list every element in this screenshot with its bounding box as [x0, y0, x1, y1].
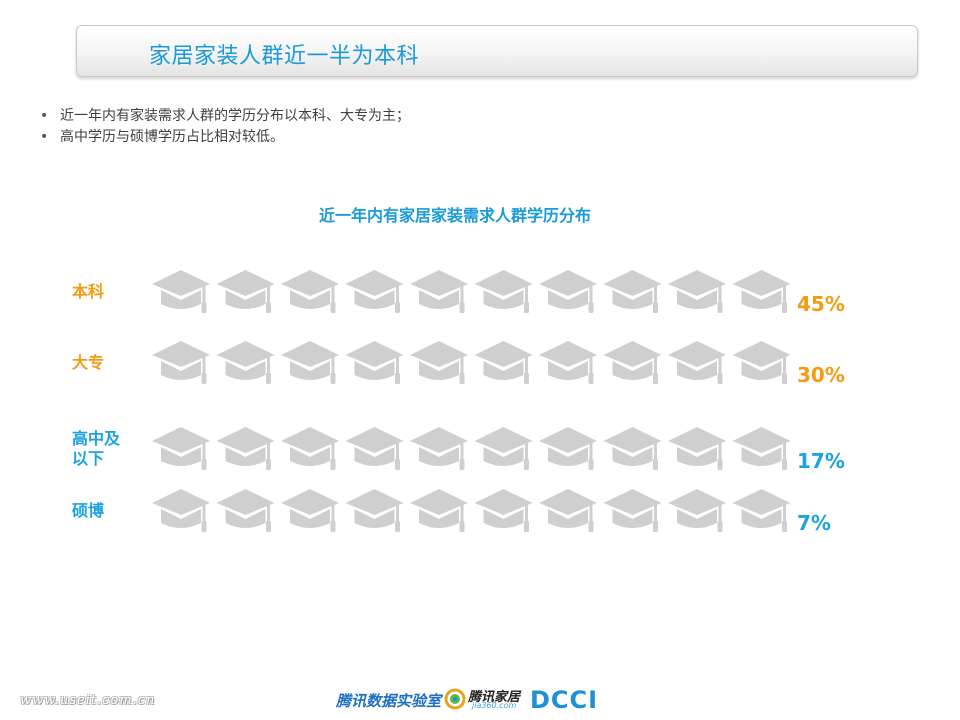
- category-label: 硕博: [72, 501, 104, 520]
- graduation-cap-icon: [539, 427, 597, 470]
- graduation-cap-icon: [216, 341, 275, 384]
- tencent-data-lab-logo: 腾讯数据实验室: [336, 692, 442, 710]
- graduation-cap-icon: [152, 341, 210, 384]
- graduation-cap-icon: [281, 341, 339, 384]
- chart-row: 高中及以下 17%: [72, 427, 845, 473]
- graduation-cap-icon: [603, 270, 662, 313]
- graduation-cap-icon: [603, 341, 662, 384]
- graduation-cap-icon: [345, 341, 404, 384]
- graduation-cap-icon: [668, 427, 726, 470]
- dcci-logo: DCCI: [530, 686, 599, 714]
- graduation-cap-icon: [668, 341, 726, 384]
- graduation-cap-icon: [603, 427, 662, 470]
- graduation-cap-icon: [281, 427, 339, 470]
- value-label: 30%: [797, 363, 845, 387]
- graduation-cap-icon: [345, 270, 404, 313]
- graduation-cap-icon: [474, 489, 533, 532]
- graduation-cap-icon: [668, 489, 726, 532]
- value-label: 17%: [797, 449, 845, 473]
- graduation-cap-icon: [539, 341, 597, 384]
- graduation-cap-icon: [668, 270, 726, 313]
- tencent-home-logo: 腾讯家居: [468, 690, 521, 705]
- graduation-cap-icon: [539, 489, 597, 532]
- graduation-cap-icon: [152, 270, 210, 313]
- tencent-home-url: jia360.com: [472, 701, 517, 710]
- category-label: 大专: [72, 353, 104, 372]
- graduation-cap-icon: [732, 270, 791, 313]
- bullet-item: 近一年内有家装需求人群的学历分布以本科、大专为主；: [40, 106, 410, 127]
- bullet-item: 高中学历与硕博学历占比相对较低。: [40, 127, 410, 148]
- graduation-cap-icon: [281, 489, 339, 532]
- graduation-cap-icon: [732, 341, 791, 384]
- chart-row: 本科 45%: [72, 270, 845, 316]
- title-bar: 家居家装人群近一半为本科: [76, 25, 918, 77]
- footer-logos: 腾讯数据实验室 腾讯家居 jia360.com DCCI: [336, 684, 636, 714]
- graduation-cap-icon: [410, 489, 468, 532]
- tencent-home-logo-icon: [444, 688, 466, 710]
- category-label: 高中及以下: [72, 429, 121, 468]
- graduation-cap-icon: [216, 270, 275, 313]
- graduation-cap-icon: [474, 270, 533, 313]
- graduation-cap-icon: [410, 341, 468, 384]
- summary-bullets: 近一年内有家装需求人群的学历分布以本科、大专为主； 高中学历与硕博学历占比相对较…: [40, 106, 410, 148]
- graduation-cap-icon: [410, 427, 468, 470]
- graduation-cap-icon: [732, 489, 791, 532]
- graduation-cap-icon: [345, 489, 404, 532]
- value-label: 7%: [797, 511, 831, 535]
- graduation-cap-icon: [603, 489, 662, 532]
- graduation-cap-icon: [345, 427, 404, 470]
- chart-row: 硕博 7%: [72, 489, 831, 535]
- value-label: 45%: [797, 292, 845, 316]
- graduation-cap-icon: [152, 489, 210, 532]
- graduation-cap-icon: [216, 489, 275, 532]
- graduation-cap-icon: [152, 427, 210, 470]
- graduation-cap-icon: [539, 270, 597, 313]
- graduation-cap-icon: [216, 427, 275, 470]
- graduation-cap-icon: [474, 341, 533, 384]
- graduation-cap-icon: [281, 270, 339, 313]
- graduation-cap-icon: [474, 427, 533, 470]
- footer-url: www.useit.com.cn: [20, 693, 156, 708]
- graduation-cap-icon: [732, 427, 791, 470]
- chart-title: 近一年内有家居家装需求人群学历分布: [318, 206, 591, 225]
- graduation-cap-icon: [410, 270, 468, 313]
- category-label: 本科: [72, 282, 104, 301]
- chart-row: 大专 30%: [72, 341, 845, 387]
- page-title: 家居家装人群近一半为本科: [149, 44, 420, 69]
